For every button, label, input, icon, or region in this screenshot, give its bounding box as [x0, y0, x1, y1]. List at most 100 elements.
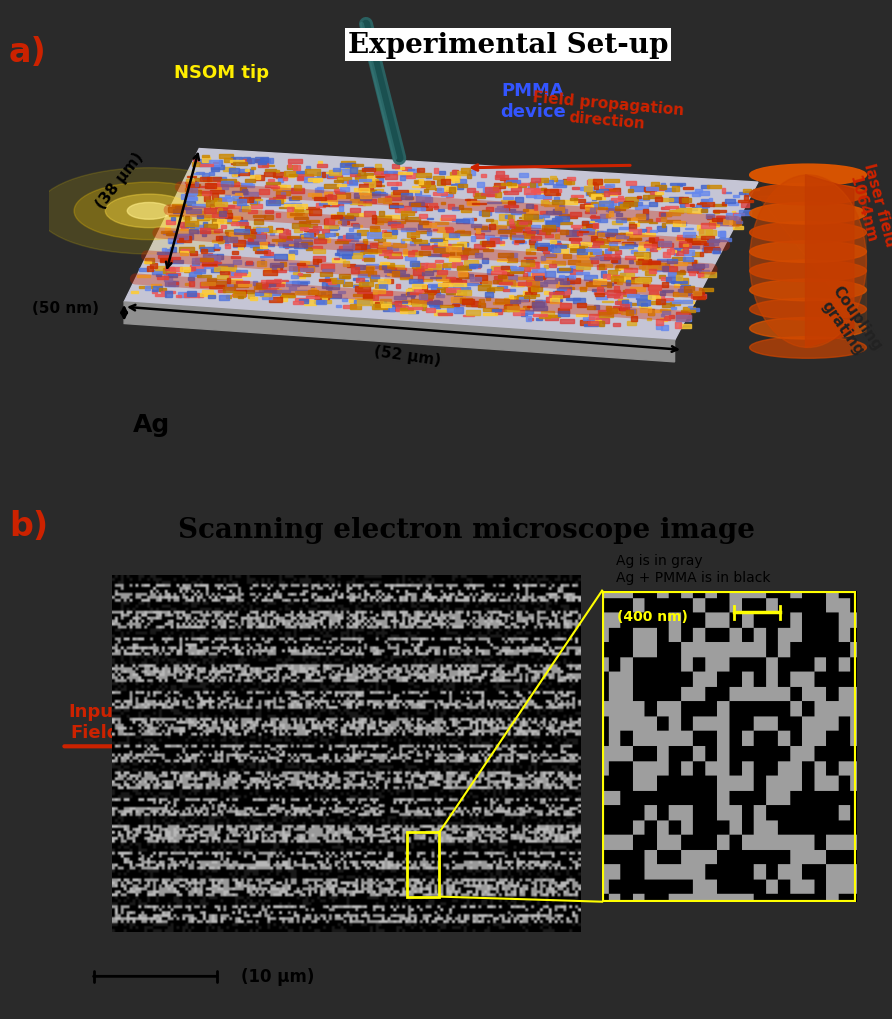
Bar [225, 242, 228, 246]
Bar [415, 289, 425, 294]
Bar [186, 176, 196, 178]
Bar [326, 196, 336, 200]
Bar [426, 186, 435, 190]
Bar [501, 207, 508, 210]
Bar [202, 250, 213, 252]
Bar [706, 215, 714, 219]
Bar [411, 237, 415, 240]
Bar [647, 262, 659, 263]
Bar [384, 254, 400, 258]
Bar [640, 234, 655, 237]
Bar [599, 232, 603, 236]
Bar [194, 270, 205, 274]
Bar [591, 259, 599, 264]
Bar [231, 158, 243, 163]
Bar [574, 197, 577, 201]
Bar [701, 210, 706, 213]
Bar [283, 176, 287, 180]
Bar [226, 238, 237, 243]
Bar [259, 190, 269, 195]
Bar [213, 162, 220, 164]
Bar [714, 211, 719, 214]
Bar [405, 217, 420, 222]
Bar [212, 220, 223, 224]
Bar [324, 226, 338, 228]
Bar [352, 278, 359, 281]
Bar [201, 250, 207, 254]
Bar [416, 173, 431, 177]
Bar [693, 298, 706, 300]
Bar [620, 274, 625, 276]
Bar [230, 272, 235, 275]
Bar [357, 171, 365, 175]
Bar [571, 247, 577, 251]
Bar [358, 286, 362, 288]
Bar [471, 224, 482, 227]
Bar [376, 217, 391, 223]
Bar [509, 220, 513, 224]
Bar [482, 281, 491, 287]
Bar [369, 296, 378, 301]
Bar [612, 259, 620, 264]
Bar [337, 236, 345, 240]
Bar [524, 215, 538, 220]
Bar [287, 255, 293, 260]
Bar [223, 287, 235, 293]
Bar [537, 191, 550, 195]
Bar [620, 205, 629, 208]
Bar [682, 258, 693, 262]
Bar [620, 305, 629, 311]
Bar [723, 220, 731, 224]
Bar [458, 266, 472, 271]
Bar [599, 186, 612, 190]
Bar [641, 304, 648, 309]
Bar [364, 174, 373, 176]
Bar [225, 196, 230, 199]
Bar [446, 290, 455, 294]
Bar [495, 300, 508, 304]
Bar [707, 216, 712, 220]
Bar [591, 320, 601, 325]
Bar [384, 233, 396, 238]
Bar [170, 268, 182, 272]
Bar [190, 266, 204, 271]
Bar [192, 261, 199, 266]
Bar [640, 230, 647, 232]
Bar [564, 179, 572, 184]
Bar [193, 205, 204, 208]
Bar [445, 227, 452, 229]
Bar [672, 187, 679, 193]
Bar [525, 281, 538, 285]
Bar [508, 221, 518, 226]
Bar [223, 211, 231, 214]
Bar [227, 278, 230, 284]
Bar [629, 225, 637, 229]
Bar [609, 243, 617, 246]
Bar [359, 283, 373, 286]
Bar [145, 259, 154, 264]
Bar [473, 192, 477, 198]
Bar [527, 216, 541, 218]
Bar [300, 222, 304, 227]
Bar [359, 185, 373, 191]
Bar [610, 236, 624, 242]
Bar [647, 319, 651, 321]
Bar [225, 231, 233, 234]
Bar [313, 257, 325, 261]
Bar [553, 210, 566, 213]
Bar [350, 200, 362, 205]
Bar [179, 248, 194, 253]
Bar [214, 246, 218, 250]
Bar [292, 224, 306, 228]
Bar [423, 223, 431, 227]
Bar [303, 215, 307, 217]
Bar [409, 308, 422, 310]
Bar [385, 197, 390, 202]
Bar [382, 266, 386, 269]
Bar [396, 307, 409, 312]
Bar [599, 202, 610, 204]
Bar [610, 247, 618, 251]
Bar [285, 231, 290, 235]
Bar [266, 182, 280, 185]
Bar [256, 228, 268, 232]
